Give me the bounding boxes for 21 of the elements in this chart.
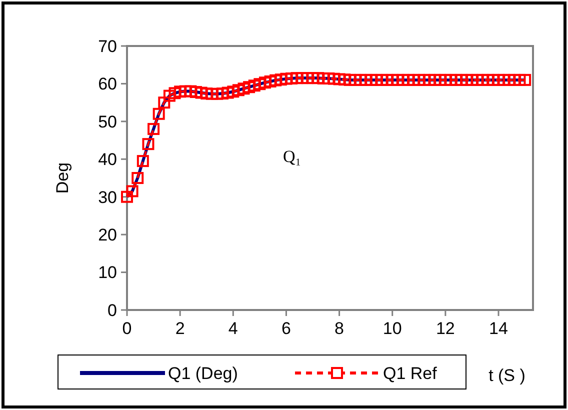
- x-tick-label: 0: [122, 319, 132, 338]
- annotation: Q₁: [283, 147, 302, 166]
- x-tick-label: 12: [436, 319, 455, 338]
- x-tick-label: 6: [281, 319, 291, 338]
- y-tick-label: 10: [98, 263, 117, 282]
- x-tick-label: 8: [334, 319, 344, 338]
- y-tick-label: 60: [98, 74, 117, 94]
- y-tick-label: 40: [98, 150, 117, 170]
- y-tick-label: 30: [98, 188, 117, 207]
- x-tick-label: 2: [175, 319, 185, 338]
- x-tick-label: 10: [382, 319, 402, 338]
- y-axis-title: Deg: [53, 162, 72, 194]
- legend-label: Q1 Ref: [383, 364, 438, 383]
- x-axis-title: t (S ): [488, 366, 526, 385]
- y-tick-label: 0: [108, 300, 117, 320]
- y-tick-label: 50: [98, 112, 117, 132]
- x-tick-label: 14: [489, 319, 508, 338]
- legend-label: Q1 (Deg): [168, 364, 238, 383]
- y-tick-label: 70: [98, 36, 117, 56]
- y-tick-label: 20: [98, 226, 117, 245]
- x-tick-label: 4: [228, 319, 238, 338]
